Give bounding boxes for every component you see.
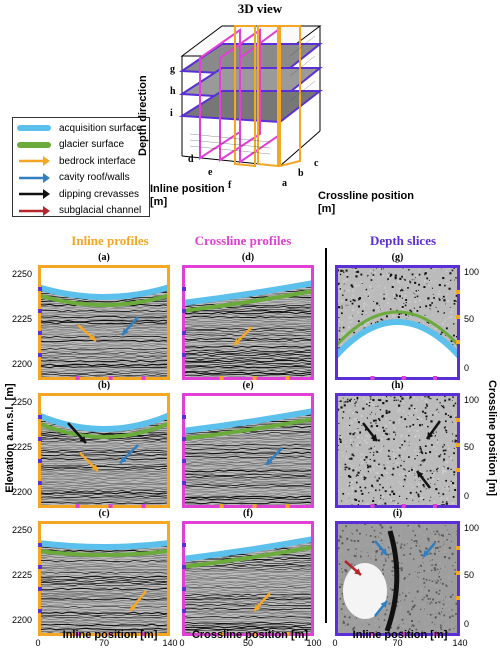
panel-i-depth <box>335 521 460 636</box>
crossline-position-tick: 100 <box>464 523 479 533</box>
inline-letter-d: d <box>188 154 194 165</box>
elevation-tick: 2225 <box>12 570 32 580</box>
view3d-title: 3D view <box>225 1 295 17</box>
legend-line-swatch <box>17 125 51 131</box>
elevation-tick: 2200 <box>12 487 32 497</box>
panel-d-crossline <box>182 265 314 380</box>
legend-label: subglacial channel <box>59 205 141 216</box>
panel-label-e: (e) <box>182 380 314 391</box>
elevation-tick: 2200 <box>12 615 32 625</box>
elevation-axis-label-wrap: Elevation a.m.s.l. [m] <box>0 340 18 540</box>
inline-letter-e: e <box>208 167 212 178</box>
view3d-inline-axis-label: Inline position [m] <box>150 183 240 209</box>
panel-label-g: (g) <box>335 252 460 263</box>
depth-crossline-axis-label: Crossline position [m] <box>486 358 498 518</box>
inline-x-axis-label: Inline position [m] <box>40 629 180 641</box>
crossline-position-tick: 50 <box>464 570 474 580</box>
crossline-position-tick: 0 <box>464 619 469 629</box>
legend-label: glacier surface <box>59 139 124 150</box>
panel-label-a: (a) <box>38 252 170 263</box>
legend-item: glacier surface <box>17 137 145 154</box>
panel-e-crossline <box>182 393 314 508</box>
legend-item: bedrock interface <box>17 153 145 170</box>
legend-item: subglacial channel <box>17 203 145 220</box>
legend-label: bedrock interface <box>59 156 136 167</box>
legend-line-swatch <box>17 142 51 148</box>
legend-item: cavity roof/walls <box>17 170 145 187</box>
depth-x-axis-label: Inline position [m] <box>335 629 465 641</box>
depth-column-title: Depth slices <box>348 233 458 249</box>
panel-h-depth <box>335 393 460 508</box>
view3d-crossline-axis-label: Crossline position [m] <box>318 190 418 216</box>
crossline-letter-c: c <box>314 158 318 169</box>
crossline-position-tick: 100 <box>464 395 479 405</box>
crossline-x-axis-label: Crossline position [m] <box>180 629 320 641</box>
legend-arrow-icon <box>17 205 51 217</box>
legend-label: acquisition surface <box>59 123 142 134</box>
panel-b-inline <box>38 393 170 508</box>
crossline-letter-a: a <box>282 178 287 189</box>
crossline-position-tick: 0 <box>464 491 469 501</box>
slice-letter-g: g <box>170 64 175 75</box>
elevation-tick: 2250 <box>12 397 32 407</box>
panel-a-inline <box>38 265 170 380</box>
inline-column-title: Inline profiles <box>55 233 165 249</box>
panel-g-depth <box>335 265 460 380</box>
elevation-tick: 2250 <box>12 269 32 279</box>
legend-item: acquisition surface <box>17 120 145 137</box>
elevation-tick: 2250 <box>12 525 32 535</box>
legend-label: dipping crevasses <box>59 189 139 200</box>
elevation-tick: 2225 <box>12 314 32 324</box>
panel-label-b: (b) <box>38 380 170 391</box>
view3d-cube <box>160 16 340 176</box>
panel-label-f: (f) <box>182 508 314 519</box>
elevation-tick: 2200 <box>12 359 32 369</box>
column-separator <box>325 248 327 623</box>
panel-label-c: (c) <box>38 508 170 519</box>
crossline-letter-b: b <box>298 168 304 179</box>
legend-arrow-icon <box>17 155 51 167</box>
elevation-tick: 2225 <box>12 442 32 452</box>
legend-arrow-icon <box>17 188 51 200</box>
crossline-position-tick: 50 <box>464 314 474 324</box>
panel-label-i: (i) <box>335 508 460 519</box>
legend-arrow-icon <box>17 172 51 184</box>
legend-label: cavity roof/walls <box>59 172 130 183</box>
crossline-position-tick: 100 <box>464 267 479 277</box>
legend-item: dipping crevasses <box>17 186 145 203</box>
crossline-position-tick: 0 <box>464 363 469 373</box>
slice-letter-i: i <box>170 108 173 119</box>
crossline-column-title: Crossline profiles <box>178 233 308 249</box>
slice-letter-h: h <box>170 86 176 97</box>
panel-c-inline <box>38 521 170 636</box>
panel-label-d: (d) <box>182 252 314 263</box>
legend: acquisition surface glacier surface bedroc… <box>12 117 150 217</box>
panel-f-crossline <box>182 521 314 636</box>
panel-label-h: (h) <box>335 380 460 391</box>
crossline-axis-label-wrap: Crossline position [m] <box>482 340 500 540</box>
crossline-position-tick: 50 <box>464 442 474 452</box>
